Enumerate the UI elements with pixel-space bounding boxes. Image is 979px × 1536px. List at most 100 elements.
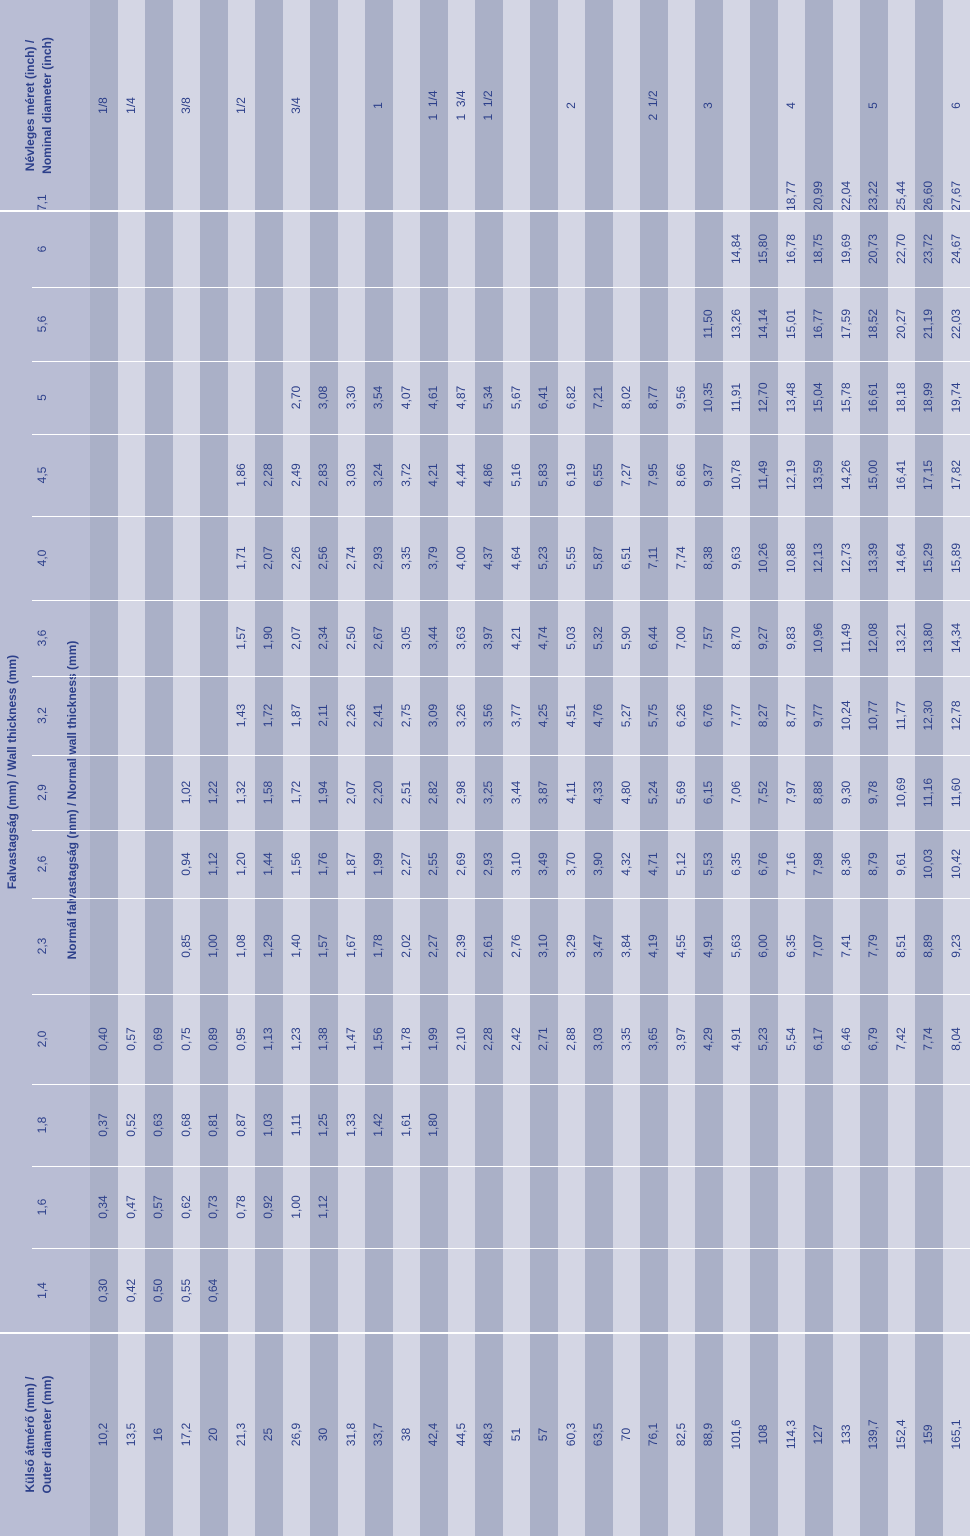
nominal-cell: 3 bbox=[701, 102, 715, 109]
weight-cell: 1,02 bbox=[178, 780, 193, 805]
weight-cell: 6,51 bbox=[618, 546, 633, 570]
weight-cell: 0,52 bbox=[123, 1113, 138, 1137]
weight-cell: 1,71 bbox=[233, 546, 248, 570]
weight-cell: 2,39 bbox=[453, 934, 468, 958]
weight-cell: 10,77 bbox=[866, 700, 880, 731]
weight-cell: 1,87 bbox=[288, 703, 303, 728]
table-row: 25 0,92 1,03 1,13 1,29 1,44 1,58 1,72 1,90 2,07 2,… bbox=[255, 0, 283, 1536]
weight-cell: 5,75 bbox=[646, 703, 660, 728]
weight-cell: 0,85 bbox=[178, 934, 193, 958]
weight-cell: 17,15 bbox=[921, 459, 935, 491]
weight-cell: 10,69 bbox=[893, 777, 908, 808]
weight-cell: 1,58 bbox=[261, 780, 275, 805]
table-row: 20 0,64 0,73 0,81 0,89 1,00 1,12 1,22 bbox=[200, 0, 228, 1536]
weight-cell: 4,19 bbox=[646, 934, 660, 958]
weight-cell: 2,26 bbox=[288, 546, 303, 570]
weight-cell: 22,04 bbox=[838, 180, 853, 211]
weight-cell: 12,08 bbox=[866, 622, 880, 654]
nominal-cell: 1 3/4 bbox=[453, 90, 468, 121]
weight-cell: 15,89 bbox=[948, 542, 963, 574]
weight-cell: 1,72 bbox=[288, 780, 303, 805]
weight-cell: 7,95 bbox=[646, 463, 660, 487]
weight-cell: 0,42 bbox=[123, 1278, 138, 1303]
weight-cell: 3,65 bbox=[646, 1027, 660, 1051]
table-row: 60,3 2,88 3,29 3,70 4,11 4,51 5,03 5,55 6,19 6,82… bbox=[557, 0, 585, 1536]
table-row: 70 3,35 3,84 4,32 4,80 5,27 5,90 6,51 7,27 8,02 bbox=[612, 0, 640, 1536]
nominal-cell: 6 bbox=[948, 102, 963, 109]
thickness-label: 2,3 bbox=[35, 937, 49, 955]
weight-cell: 3,97 bbox=[673, 1027, 688, 1051]
column-separator bbox=[32, 287, 979, 288]
weight-cell: 15,00 bbox=[866, 459, 880, 491]
weight-cell: 7,00 bbox=[673, 626, 688, 650]
weight-cell: 3,87 bbox=[536, 780, 550, 805]
weight-cell: 7,98 bbox=[811, 852, 825, 876]
weight-cell: 18,18 bbox=[893, 382, 908, 413]
column-separator bbox=[32, 1248, 979, 1249]
thickness-label: 3,2 bbox=[35, 707, 49, 724]
outer-diameter-cell: 63,5 bbox=[591, 1422, 605, 1447]
thickness-label: 1,4 bbox=[35, 1282, 49, 1299]
weight-cell: 0,78 bbox=[233, 1195, 248, 1219]
table-row: 13,5 0,42 0,47 0,52 0,57 1/4 bbox=[117, 0, 145, 1536]
weight-cell: 6,15 bbox=[701, 780, 715, 805]
weight-cell: 2,83 bbox=[316, 463, 330, 487]
weight-cell: 0,81 bbox=[206, 1113, 220, 1137]
weight-cell: 5,54 bbox=[783, 1027, 798, 1051]
weight-cell: 2,49 bbox=[288, 463, 303, 487]
weight-cell: 6,41 bbox=[536, 385, 550, 410]
weight-cell: 6,00 bbox=[756, 934, 770, 958]
table-row: 44,5 2,10 2,39 2,69 2,98 3,26 3,63 4,00 4,44 4,87… bbox=[447, 0, 475, 1536]
table-row: 26,9 1,00 1,11 1,23 1,40 1,56 1,72 1,87 2,07 2,26… bbox=[282, 0, 310, 1536]
weight-cell: 3,84 bbox=[618, 934, 633, 958]
weight-cell: 5,03 bbox=[563, 626, 578, 650]
table-row: 114,3 5,54 6,35 7,16 7,97 8,77 9,83 10,88 12,19 1… bbox=[777, 0, 805, 1536]
weight-cell: 1,42 bbox=[371, 1113, 385, 1137]
column-separator bbox=[32, 1166, 979, 1167]
weight-cell: 11,91 bbox=[728, 382, 743, 413]
weight-cell: 12,19 bbox=[783, 459, 798, 491]
weight-cell: 15,04 bbox=[811, 382, 825, 413]
weight-cell: 1,13 bbox=[261, 1027, 275, 1051]
weight-cell: 8,38 bbox=[701, 546, 715, 570]
weight-cell: 0,63 bbox=[151, 1113, 165, 1137]
weight-cell: 9,63 bbox=[728, 546, 743, 570]
weight-cell: 2,26 bbox=[343, 703, 358, 728]
outer-diameter-cell: 82,5 bbox=[673, 1422, 688, 1447]
weight-cell: 4,25 bbox=[536, 703, 550, 728]
weight-cell: 1,78 bbox=[371, 934, 385, 958]
weight-cell: 1,25 bbox=[316, 1113, 330, 1137]
weight-cell: 2,69 bbox=[453, 852, 468, 876]
weight-cell: 4,07 bbox=[398, 385, 413, 410]
weight-cell: 8,36 bbox=[838, 852, 853, 876]
weight-cell: 0,40 bbox=[96, 1027, 110, 1051]
weight-cell: 2,55 bbox=[426, 852, 440, 876]
weight-cell: 2,07 bbox=[343, 780, 358, 805]
weight-cell: 3,05 bbox=[398, 626, 413, 650]
weight-cell: 13,39 bbox=[866, 542, 880, 574]
weight-cell: 2,34 bbox=[316, 626, 330, 650]
weight-cell: 2,02 bbox=[398, 934, 413, 958]
weight-cell: 0,69 bbox=[151, 1027, 165, 1051]
weight-cell: 2,20 bbox=[371, 780, 385, 805]
weight-cell: 4,21 bbox=[508, 626, 523, 650]
table-row: 152,4 7,42 8,51 9,61 10,69 11,77 13,21 14,64 16,… bbox=[887, 0, 915, 1536]
weight-cell: 4,86 bbox=[481, 463, 495, 487]
weight-cell: 3,70 bbox=[563, 852, 578, 876]
weight-cell: 9,78 bbox=[866, 780, 880, 805]
weight-cell: 3,03 bbox=[591, 1027, 605, 1051]
weight-cell: 3,35 bbox=[618, 1027, 633, 1051]
weight-cell: 4,55 bbox=[673, 934, 688, 958]
column-separator bbox=[32, 830, 979, 831]
thickness-label: 6 bbox=[35, 245, 49, 253]
weight-cell: 2,82 bbox=[426, 780, 440, 805]
weight-cell: 9,61 bbox=[893, 852, 908, 876]
weight-cell: 10,35 bbox=[701, 382, 715, 413]
outer-diameter-cell: 159 bbox=[921, 1424, 935, 1445]
weight-cell: 2,71 bbox=[536, 1027, 550, 1051]
weight-cell: 2,93 bbox=[371, 546, 385, 570]
weight-cell: 2,27 bbox=[426, 934, 440, 958]
outer-diameter-cell: 127 bbox=[811, 1424, 825, 1445]
nominal-cell: 2 bbox=[563, 102, 578, 109]
weight-cell: 2,70 bbox=[288, 385, 303, 410]
